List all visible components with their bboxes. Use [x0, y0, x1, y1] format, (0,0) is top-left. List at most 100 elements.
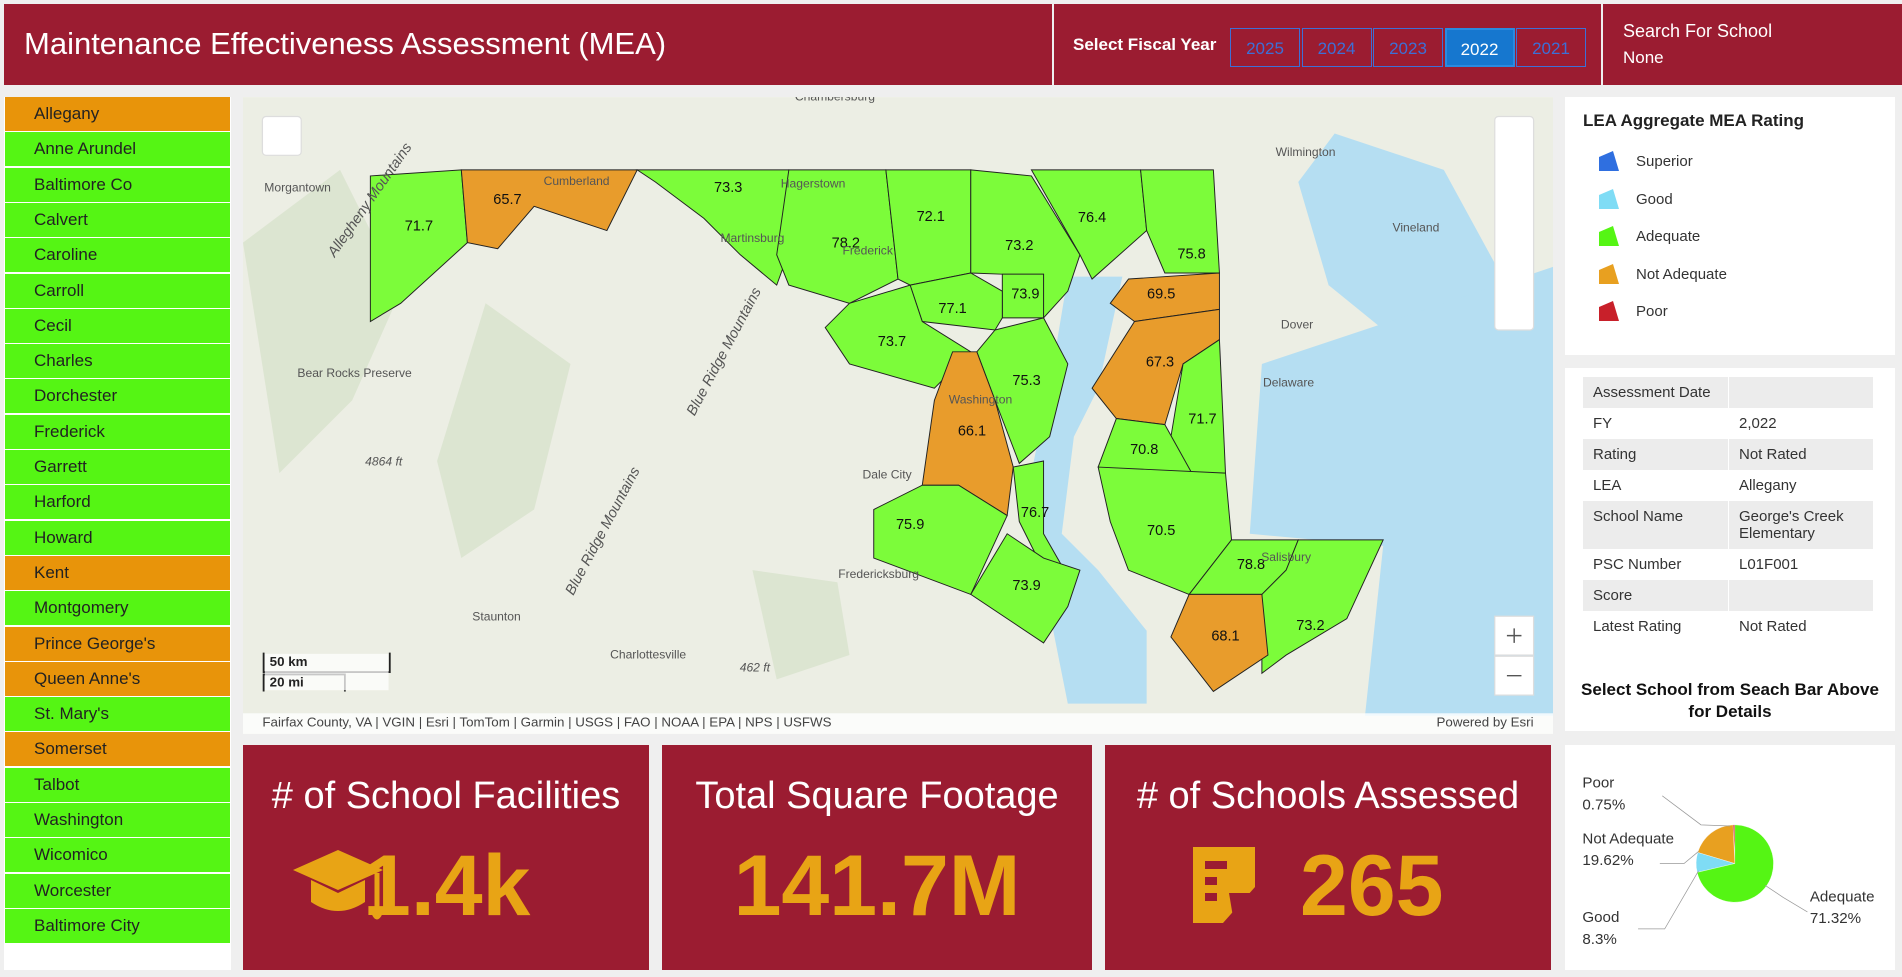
year-button[interactable]: 2023 — [1373, 28, 1443, 67]
county[interactable] — [1030, 169, 1148, 280]
county-label: 73.2 — [1005, 238, 1033, 254]
pie-label: Good — [1582, 909, 1619, 926]
legend-label: Not Adequate — [1636, 265, 1727, 283]
place-label: Morgantown — [264, 180, 331, 194]
year-button[interactable]: 2024 — [1301, 28, 1372, 67]
county-label: 77.1 — [938, 301, 966, 317]
lea-item[interactable]: Worcester — [5, 873, 230, 908]
year-button[interactable]: 2022 — [1444, 28, 1515, 67]
kpi-title: # of School Facilities — [271, 775, 621, 817]
county[interactable] — [885, 169, 972, 286]
lea-item[interactable]: Charles — [5, 344, 230, 379]
details-key: Assessment Date — [1583, 377, 1729, 408]
place-label: Delaware — [1263, 376, 1314, 390]
details-value: George's Creek Elementary — [1728, 501, 1874, 549]
fiscal-panel: Select Fiscal Year 2025 2024 2023 2022 2021 — [1054, 4, 1601, 85]
details-row: LEA Allegany — [1583, 470, 1874, 501]
pie-panel: Poor 0.75% Not Adequate 19.62% Good 8.3% Adequ… — [1565, 745, 1895, 970]
county-label: 70.8 — [1130, 442, 1158, 458]
lea-item[interactable]: Washington — [5, 803, 230, 837]
legend-label: Poor — [1636, 303, 1668, 320]
lea-item[interactable]: Queen Anne's — [5, 661, 230, 696]
county[interactable] — [1170, 593, 1269, 693]
lea-item[interactable]: Garrett — [5, 450, 230, 484]
search-label[interactable]: Search For School — [1623, 21, 1773, 41]
search-value[interactable]: None — [1623, 48, 1664, 67]
pie-label: Not Adequate — [1582, 830, 1674, 847]
place-label: Martinsburg — [720, 231, 784, 245]
terrain — [437, 303, 571, 559]
lea-item[interactable]: Kent — [5, 555, 230, 590]
scale-bg — [264, 653, 389, 691]
water — [1249, 266, 1553, 716]
county-label: 76.4 — [1078, 210, 1106, 226]
year-button[interactable]: 2025 — [1230, 28, 1300, 67]
kpi-title: # of Schools Assessed — [1136, 775, 1520, 817]
place-label: Hagerstown — [781, 177, 846, 191]
county[interactable] — [1091, 308, 1220, 426]
attribution-bg — [243, 713, 1553, 734]
details-key: Rating — [1583, 439, 1729, 470]
place-label: Bear Rocks Preserve — [297, 366, 412, 380]
kpi-card: # of School Facilities 1.4k — [243, 745, 649, 970]
place-label: Wilmington — [1276, 145, 1336, 159]
lea-item[interactable]: St. Mary's — [5, 697, 230, 732]
place-label: Vineland — [1392, 220, 1439, 234]
lea-item[interactable]: Baltimore Co — [5, 167, 230, 202]
lea-item[interactable]: Howard — [5, 520, 230, 555]
year-button[interactable]: 2021 — [1516, 28, 1586, 67]
pie-value-label: 8.3% — [1582, 931, 1616, 948]
place-label: Chambersburg — [795, 97, 875, 103]
kpi-value: 265 — [1300, 838, 1444, 934]
lea-item[interactable]: Montgomery — [5, 591, 230, 626]
lea-item[interactable]: Anne Arundel — [5, 132, 230, 167]
county-label: 78.8 — [1237, 557, 1265, 573]
lea-item[interactable]: Calvert — [5, 202, 230, 237]
details-value: Allegany — [1728, 470, 1874, 501]
county-label: 75.9 — [896, 517, 924, 533]
map-panel: 71.7 65.7 73.3 78.2 72.1 73.2 76.4 75.8 73.9 77.1… — [243, 89, 1553, 734]
zoom-glyph — [1506, 628, 1522, 677]
county-label: 68.1 — [1211, 629, 1239, 645]
lea-item[interactable]: Prince George's — [5, 626, 230, 661]
swatch-shape — [1599, 151, 1619, 171]
county[interactable] — [1261, 539, 1384, 675]
lea-item[interactable]: Baltimore City — [5, 908, 230, 943]
county[interactable] — [369, 169, 468, 323]
lea-item[interactable]: Frederick — [5, 414, 230, 449]
lea-item[interactable]: Somerset — [5, 732, 230, 767]
details-value — [1728, 580, 1874, 611]
county-label: 73.9 — [1012, 578, 1040, 594]
swatch-shape — [1599, 263, 1619, 284]
pie-slice — [1696, 824, 1774, 903]
leader-line — [1659, 851, 1699, 864]
map[interactable]: 71.7 65.7 73.3 78.2 72.1 73.2 76.4 75.8 73.9 77.1… — [243, 89, 1553, 734]
kpi-card: # of Schools Assessed 265 — [1105, 745, 1551, 970]
county[interactable] — [1140, 169, 1220, 274]
legend-panel: LEA Aggregate MEA Rating Superior Good Ade… — [1565, 97, 1895, 355]
select-tool[interactable] — [261, 115, 302, 156]
lea-item[interactable]: Caroline — [5, 238, 230, 273]
lea-item[interactable]: Dorchester — [5, 379, 230, 414]
lea-item[interactable]: Talbot — [5, 767, 230, 802]
lea-item[interactable]: Carroll — [5, 273, 230, 308]
county-label: 75.3 — [1012, 373, 1040, 389]
lea-item[interactable]: Allegany — [5, 97, 230, 131]
lea-item[interactable]: Wicomico — [5, 838, 230, 873]
county[interactable] — [970, 533, 1081, 644]
details-key: School Name — [1583, 501, 1729, 549]
lea-item[interactable]: Cecil — [5, 308, 230, 343]
page-title: Maintenance Effectiveness Assessment (ME… — [24, 26, 667, 61]
tool-bar[interactable] — [1494, 115, 1535, 331]
county-label: 67.3 — [1146, 355, 1174, 371]
scale-km: 50 km — [270, 654, 308, 669]
doc-icon — [1193, 847, 1255, 923]
county-label: 71.7 — [405, 219, 433, 235]
zoom-out[interactable] — [1494, 655, 1535, 696]
lea-item[interactable]: Harford — [5, 485, 230, 520]
details-key: PSC Number — [1583, 549, 1729, 580]
details-key: Latest Rating — [1583, 611, 1729, 642]
leader-line — [1638, 870, 1699, 930]
legend-swatch — [1599, 226, 1619, 246]
